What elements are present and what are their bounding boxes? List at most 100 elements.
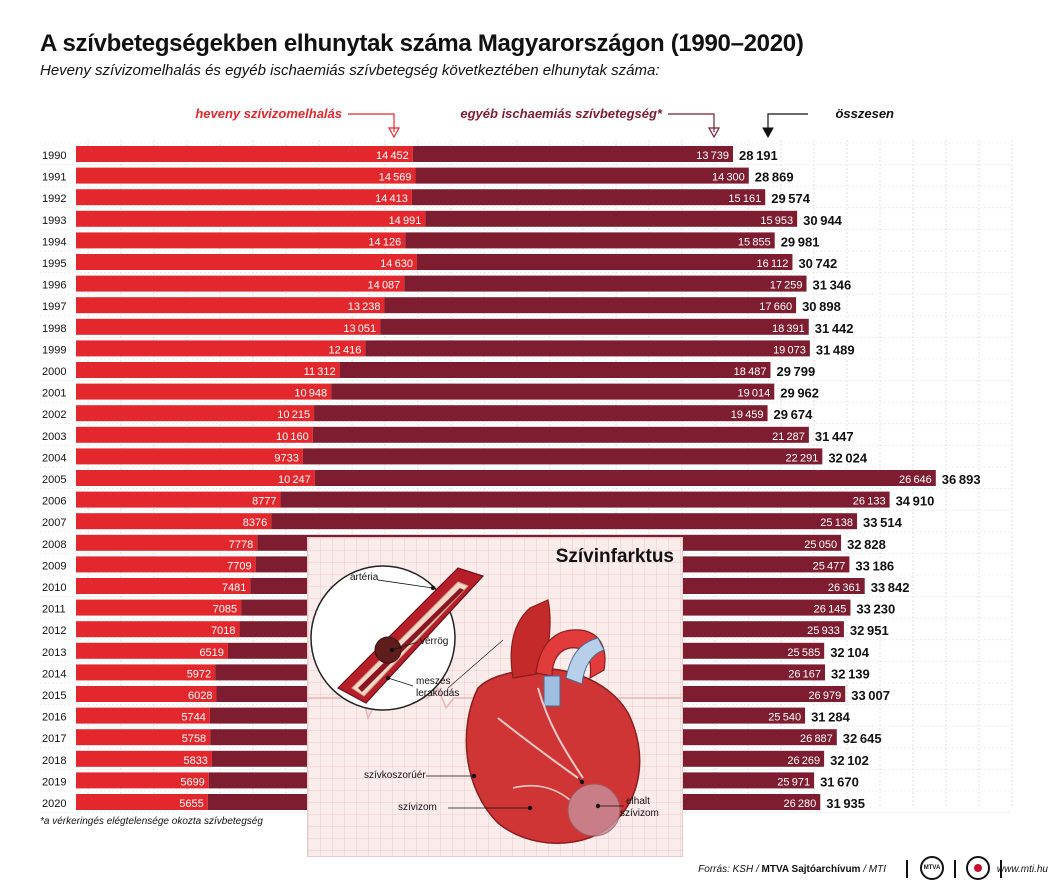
data-label-heveny: 5972	[187, 668, 211, 680]
year-label: 1990	[42, 150, 66, 162]
infarction-illustration: Szívinfarktus art	[308, 538, 682, 856]
data-label-heveny: 8376	[243, 517, 267, 529]
data-label-heveny: 10 247	[278, 474, 311, 486]
label-lerakodas: lerakódás	[416, 688, 460, 699]
bar-egyeb	[425, 210, 798, 227]
data-label-egyeb: 18 391	[772, 323, 805, 335]
data-label-total: 33 230	[856, 602, 895, 617]
legend-arrow-total	[767, 113, 808, 132]
bar-heveny	[76, 297, 385, 314]
data-label-heveny: 10 215	[277, 409, 310, 421]
dead-tissue	[567, 783, 621, 837]
data-label-total: 31 447	[815, 429, 854, 444]
year-label: 2006	[42, 496, 66, 508]
bar-egyeb	[339, 362, 771, 378]
data-label-total: 32 828	[847, 537, 886, 552]
data-label-heveny: 5744	[181, 712, 205, 724]
bar-heveny	[76, 556, 256, 573]
data-label-egyeb: 22 291	[786, 452, 819, 464]
data-label-heveny: 13 051	[343, 323, 376, 335]
data-label-egyeb: 25 050	[804, 539, 837, 551]
data-label-total: 30 944	[803, 213, 843, 228]
data-label-total: 28 191	[739, 148, 778, 163]
source-credit: Forrás: KSH / MTVA Sajtóarchívum / MTI	[698, 864, 886, 875]
illustration-title: Szívinfarktus	[555, 546, 674, 567]
data-label-total: 32 024	[828, 450, 868, 465]
year-label: 1998	[42, 323, 66, 335]
bar-egyeb	[415, 167, 749, 184]
legend-egyeb: egyéb ischaemiás szívbetegség*	[460, 106, 663, 121]
bar-egyeb	[271, 513, 858, 530]
vena-cava	[543, 675, 561, 707]
coronary-artery	[497, 717, 579, 779]
year-label: 2019	[42, 776, 66, 788]
data-label-total: 33 842	[871, 580, 910, 595]
data-label-egyeb: 19 014	[737, 388, 770, 400]
data-label-total: 29 962	[780, 386, 819, 401]
data-label-total: 29 981	[781, 234, 820, 249]
data-label-egyeb: 26 646	[899, 474, 932, 486]
bar-heveny	[76, 448, 303, 465]
bar-egyeb	[312, 426, 809, 443]
data-label-total: 28 869	[755, 170, 794, 185]
data-label-total: 33 007	[851, 688, 890, 703]
year-label: 1996	[42, 280, 66, 292]
label-koszoruer: szívkoszorúér	[364, 770, 426, 781]
data-label-heveny: 14 452	[376, 150, 409, 162]
bar-heveny	[76, 167, 416, 184]
label-meszes: meszes	[416, 676, 451, 687]
mti-logo	[966, 856, 990, 880]
year-label: 2017	[42, 733, 66, 745]
year-label: 1995	[42, 258, 66, 270]
bar-heveny	[76, 794, 208, 810]
website-link[interactable]: www.mti.hu	[996, 864, 1048, 875]
data-label-heveny: 10 948	[294, 388, 327, 400]
data-label-total: 30 898	[802, 299, 841, 314]
bar-heveny	[76, 642, 228, 659]
chart-subtitle: Heveny szívizomelhalás és egyéb ischaemi…	[40, 62, 660, 79]
year-label: 2005	[42, 474, 66, 486]
legend-arrowhead-heveny	[387, 127, 401, 139]
legend-total: összesen	[835, 106, 894, 121]
pulmonary-vein	[565, 637, 605, 685]
data-label-heveny: 14 126	[368, 236, 401, 248]
year-label: 2020	[42, 798, 66, 810]
label-elhalt: elhalt	[626, 796, 650, 807]
data-label-heveny: 7709	[227, 560, 251, 572]
mtva-logo: MTVA	[920, 856, 944, 880]
data-label-heveny: 5655	[179, 798, 203, 810]
bar-egyeb	[411, 189, 766, 206]
data-label-egyeb: 26 887	[800, 733, 833, 745]
year-label: 2004	[42, 452, 66, 464]
data-label-egyeb: 25 138	[820, 517, 853, 529]
data-label-total: 32 645	[843, 731, 882, 746]
data-label-total: 33 186	[855, 558, 894, 573]
data-label-egyeb: 15 161	[728, 193, 761, 205]
data-label-total: 34 910	[896, 494, 935, 509]
footnote: *a vérkeringés elégtelensége okozta szív…	[40, 816, 263, 827]
source-suffix: / MTI	[860, 864, 886, 875]
data-label-total: 33 514	[863, 515, 903, 530]
year-label: 2014	[42, 668, 66, 680]
data-label-egyeb: 13 739	[696, 150, 729, 162]
bar-heveny	[76, 513, 272, 530]
data-label-heveny: 10 160	[276, 431, 309, 443]
bar-heveny	[76, 729, 211, 746]
bar-heveny	[76, 340, 366, 357]
data-label-heveny: 14 991	[389, 215, 422, 227]
bar-heveny	[76, 707, 210, 724]
bar-heveny	[76, 232, 406, 249]
bar-heveny	[76, 275, 405, 292]
bar-heveny	[76, 189, 412, 206]
data-label-egyeb: 26 979	[808, 690, 841, 702]
legend-arrowhead-egyeb	[707, 127, 721, 139]
legend-arrow-heveny	[348, 113, 395, 132]
year-label: 2018	[42, 755, 66, 767]
data-label-egyeb: 25 477	[813, 560, 846, 572]
heart-illustration	[308, 565, 682, 844]
year-label: 2013	[42, 647, 66, 659]
legend-arrow-egyeb	[668, 113, 715, 132]
bar-heveny	[76, 578, 251, 594]
data-label-heveny: 14 413	[375, 193, 408, 205]
bar-egyeb	[314, 405, 768, 422]
